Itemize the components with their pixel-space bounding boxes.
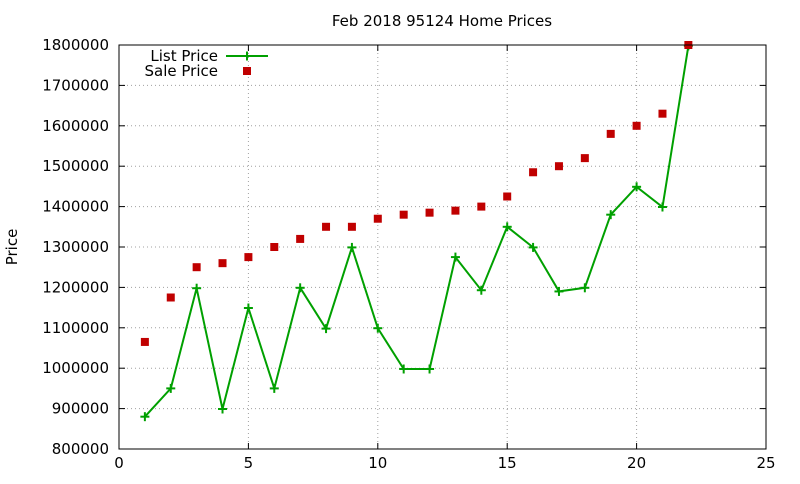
list-price-point (606, 210, 616, 220)
legend-key-sale-price (243, 67, 251, 75)
sale-price-point (373, 214, 382, 223)
x-tick-label: 0 (114, 454, 124, 472)
y-tick-label: 1500000 (42, 157, 109, 175)
list-price-point (580, 283, 590, 293)
y-tick-label: 900000 (52, 400, 109, 418)
y-tick-label: 1800000 (42, 36, 109, 54)
sale-price-point (270, 243, 279, 251)
sale-price-point (477, 202, 486, 211)
list-price-line (144, 45, 690, 418)
series-layer (140, 41, 693, 422)
list-price-point (373, 323, 383, 333)
list-price-point (657, 202, 667, 212)
chart-title: Feb 2018 95124 Home Prices (332, 12, 552, 30)
list-price-point (347, 242, 357, 252)
y-tick-label: 1400000 (42, 198, 109, 216)
grid (119, 45, 766, 449)
sale-price-point (192, 263, 201, 272)
sale-price-point (399, 210, 408, 219)
y-tick-label: 1700000 (42, 76, 109, 94)
y-tick-label: 1600000 (42, 117, 109, 135)
sale-price-point (451, 206, 460, 215)
x-tick-label: 15 (498, 454, 517, 472)
list-price-point (399, 364, 409, 374)
sale-price-point (347, 222, 356, 231)
list-price-point (476, 285, 486, 295)
legend-label-sale-price: Sale Price (145, 62, 218, 80)
list-price-point (218, 404, 228, 414)
axes: 0 5 10 15 20 25 800000 900000 1000000 1100000 1200… (42, 36, 775, 472)
sale-price-point (554, 162, 563, 171)
sale-price-point (606, 129, 615, 138)
list-price-point (243, 303, 253, 313)
sale-price-point (244, 253, 253, 262)
legend-key-list-price-point (242, 51, 252, 61)
x-tick-label: 10 (368, 454, 387, 472)
list-price-point (528, 242, 538, 252)
list-price-point (554, 286, 564, 296)
sale-price-point (296, 234, 305, 243)
legend: List Price Sale Price (145, 47, 268, 80)
list-price-point (166, 383, 176, 393)
x-tick-label: 20 (627, 454, 646, 472)
legend-keys (226, 51, 268, 75)
list-price-point (425, 364, 435, 374)
x-tick-label: 5 (244, 454, 254, 472)
y-tick-label: 800000 (52, 440, 109, 458)
x-tick-label: 25 (756, 454, 775, 472)
list-price-point (450, 252, 460, 262)
list-price-point (295, 283, 305, 293)
list-price-point (192, 283, 202, 293)
sale-price-point (529, 168, 538, 177)
list-price-point (632, 182, 642, 192)
sale-price-point (425, 208, 434, 217)
sale-price-point (140, 337, 149, 346)
plot-frame (118, 44, 767, 450)
legend-label-list-price: List Price (150, 47, 218, 65)
y-tick-label: 1000000 (42, 359, 109, 377)
y-tick-label: 1300000 (42, 238, 109, 256)
y-tick-label: 1100000 (42, 319, 109, 337)
list-price-point (140, 412, 150, 422)
sale-price-point (632, 121, 641, 130)
sale-price-point (580, 154, 589, 163)
list-price-point (321, 324, 331, 334)
list-price-point (269, 383, 279, 393)
list-price-point (502, 222, 512, 232)
sale-price-point (218, 259, 227, 268)
y-axis-label: Price (3, 229, 21, 266)
sale-price-point (503, 192, 512, 201)
y-tick-label: 1200000 (42, 278, 109, 296)
sale-price-point (322, 222, 331, 231)
sale-price-point (166, 293, 175, 302)
sale-price-point (658, 109, 667, 118)
